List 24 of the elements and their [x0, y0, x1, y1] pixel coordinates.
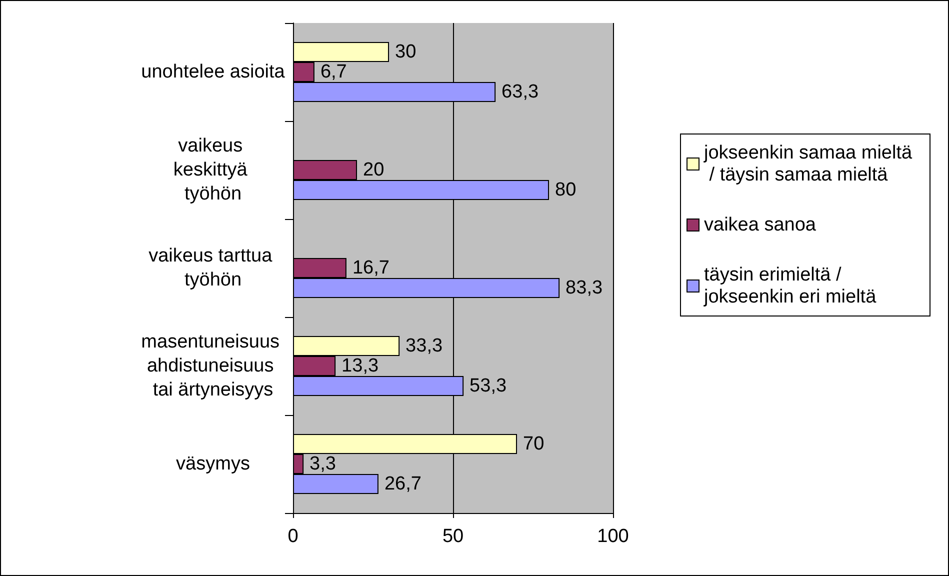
data-label: 20	[363, 160, 384, 180]
x-tick-label: 0	[288, 526, 298, 547]
data-label: 70	[523, 434, 544, 454]
data-label: 16,7	[352, 258, 390, 278]
data-label: 13,3	[342, 356, 379, 376]
y-tick-label: vaikeus keskittyä työhön	[173, 136, 253, 204]
data-label: 53,3	[470, 376, 507, 396]
x-tick-label: 100	[597, 526, 629, 547]
data-label: 30	[395, 42, 416, 62]
data-label: 3,3	[310, 454, 336, 474]
y-tick-label: vaikeus tarttua työhön	[148, 246, 278, 290]
legend-label: jokseenkin samaa mieltä / täysin samaa mieltä	[703, 142, 912, 186]
data-label: 6,7	[320, 62, 347, 82]
x-tick-label: 50	[442, 526, 464, 547]
data-label: 63,3	[502, 82, 539, 102]
y-tick-label: unohtelee asioita	[141, 62, 286, 82]
data-label: 26,7	[384, 474, 422, 494]
legend-label: vaikea sanoa	[704, 214, 816, 236]
y-tick-label: väsymys	[176, 454, 250, 474]
data-label: 33,3	[406, 336, 443, 356]
data-label: 83,3	[566, 278, 603, 298]
y-tick-label: masentuneisuus ahdistuneisuus tai ärtyneisyys	[141, 332, 285, 400]
legend-label: täysin erimieltä / jokseenkin eri mieltä	[703, 264, 877, 308]
data-label: 80	[555, 180, 576, 200]
